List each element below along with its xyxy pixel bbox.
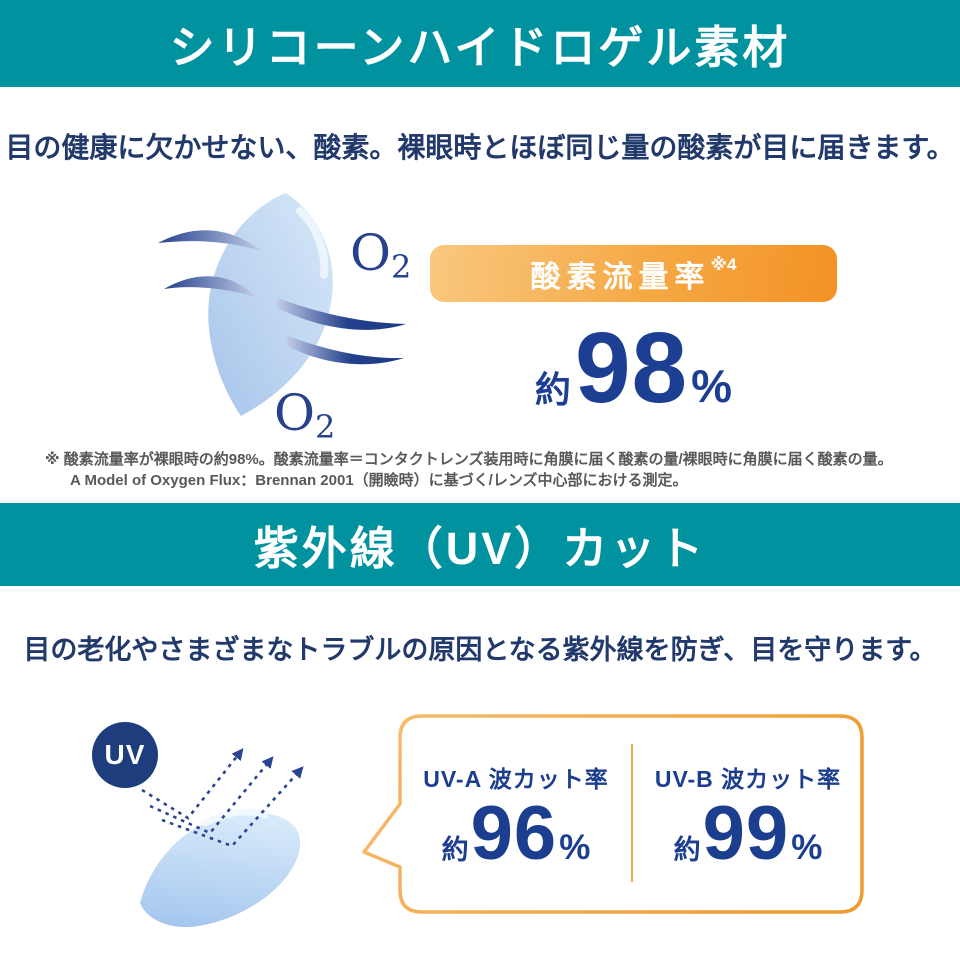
value-number: 99 xyxy=(702,791,790,876)
oxygen-footnote: ※ 酸素流量率が裸眼時の約98%。酸素流量率＝コンタクトレンズ装用時に角膜に届く… xyxy=(45,449,935,491)
section-title: 紫外線（UV）カット xyxy=(253,523,707,574)
uv-circle-icon: UV xyxy=(92,722,158,788)
uv-lead-text: 目の老化やさまざまなトラブルの原因となる紫外線を防ぎ、目を守ります。 xyxy=(23,635,937,665)
o2-label-top: O2 xyxy=(350,224,412,286)
oxygen-flow-lens-illustration xyxy=(158,193,406,416)
lens-dome-shape xyxy=(140,812,301,928)
value-prefix: 約 xyxy=(441,835,469,865)
value-number: 98 xyxy=(574,312,689,424)
airflow-swoosh xyxy=(158,230,262,251)
lens-side-shape xyxy=(208,193,333,416)
airflow-swoosh xyxy=(286,336,404,365)
section-banner-uv: 紫外線（UV）カット xyxy=(0,503,960,586)
uv-b-stat: UV-B 波カット率 約 99 % xyxy=(632,760,864,890)
uv-a-value: 約 96 % xyxy=(442,796,591,872)
value-prefix: 約 xyxy=(673,835,701,865)
uv-stats-bubble: UV-A 波カット率 約 96 % UV-B 波カット率 約 99 % xyxy=(360,712,870,918)
uv-a-label: UV-A 波カット率 xyxy=(423,766,609,792)
uv-b-value: 約 99 % xyxy=(674,796,823,872)
uv-reflection-lens-illustration xyxy=(140,748,304,928)
section-banner-silicone: シリコーンハイドロゲル素材 xyxy=(0,0,960,87)
value-number: 96 xyxy=(470,791,558,876)
badge-footnote-ref: ※4 xyxy=(710,254,737,274)
o2-label-bottom: O2 xyxy=(274,384,336,446)
badge-label: 酸素流量率 xyxy=(530,260,711,294)
uv-circle-label: UV xyxy=(104,739,146,770)
oxygen-lead-text: 目の健康に欠かせない、酸素。裸眼時とほぼ同じ量の酸素が目に届きます。 xyxy=(5,132,955,163)
footnote-line-2: A Model of Oxygen Flux：Brennan 2001（開瞼時）… xyxy=(70,472,688,489)
value-unit: % xyxy=(559,828,591,867)
value-unit: % xyxy=(691,360,733,412)
value-prefix: 約 xyxy=(534,369,571,410)
airflow-swoosh xyxy=(164,276,256,297)
footnote-line-1: ※ 酸素流量率が裸眼時の約98%。酸素流量率＝コンタクトレンズ装用時に角膜に届く… xyxy=(45,451,893,468)
uv-b-label: UV-B 波カット率 xyxy=(654,766,842,792)
bubble-divider xyxy=(631,744,633,882)
airflow-swoosh xyxy=(276,298,406,330)
uv-a-stat: UV-A 波カット率 約 96 % xyxy=(400,760,632,890)
speech-bubble-outline xyxy=(362,714,864,914)
value-unit: % xyxy=(791,828,823,867)
oxygen-flux-badge: 酸素流量率 ※4 xyxy=(430,245,837,302)
section-title: シリコーンハイドロゲル素材 xyxy=(169,22,791,73)
oxygen-flux-value: 約 98 % xyxy=(430,318,837,430)
uv-rays-icon xyxy=(141,748,304,848)
